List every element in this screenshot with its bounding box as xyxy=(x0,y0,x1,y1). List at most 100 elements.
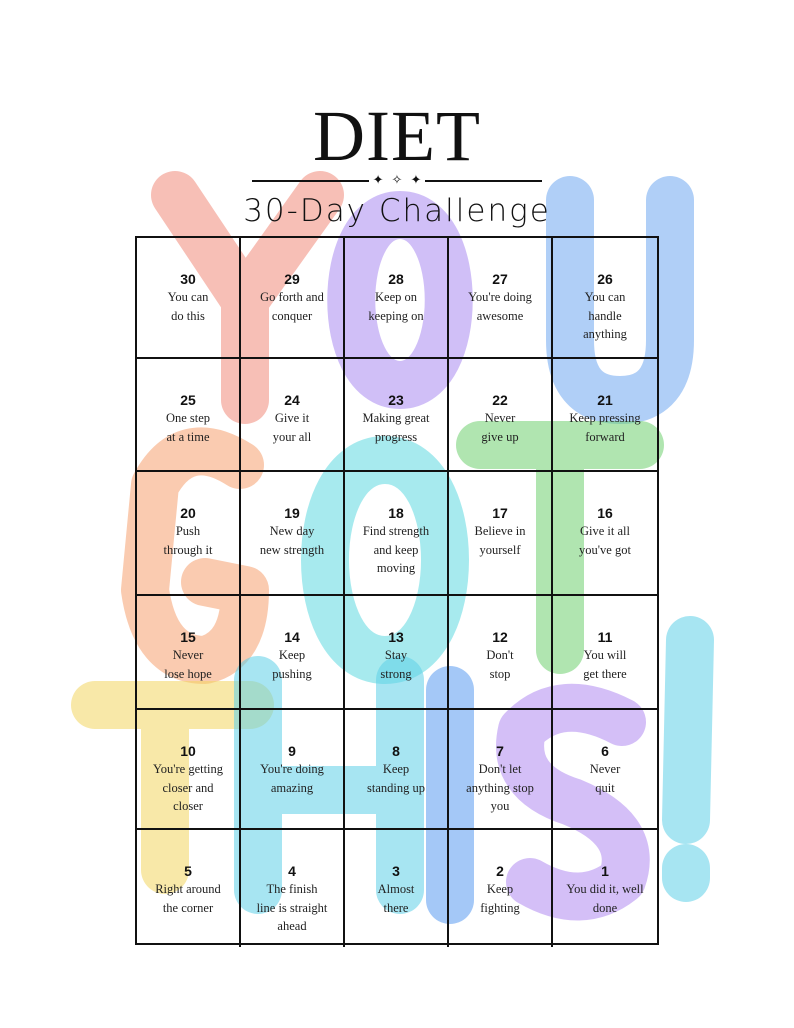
day-message: Keep on keeping on xyxy=(368,290,424,323)
page-title: DIET xyxy=(313,96,481,176)
day-number: 20 xyxy=(180,505,196,521)
day-message: Keep pushing xyxy=(272,648,312,681)
page-subtitle: 30-Day Challenge xyxy=(243,193,551,229)
day-number: 6 xyxy=(601,743,609,759)
day-number: 29 xyxy=(284,271,300,287)
day-cell: 23 Making great progress xyxy=(345,359,449,472)
day-number: 18 xyxy=(388,505,404,521)
day-cell: 17 Believe in yourself xyxy=(449,472,553,596)
day-number: 27 xyxy=(492,271,508,287)
day-cell: 13 Stay strong xyxy=(345,596,449,710)
diamond-icon: ✦ xyxy=(410,173,422,188)
day-number: 4 xyxy=(288,863,296,879)
divider-line xyxy=(252,180,369,182)
day-message: You can handle anything xyxy=(583,290,627,341)
day-message: Right around the corner xyxy=(155,882,221,915)
day-message: Give it your all xyxy=(272,411,312,444)
day-cell: 26 You can handle anything xyxy=(553,238,657,359)
background-letter-exclamation xyxy=(662,616,714,902)
day-cell: 19 New day new strength xyxy=(241,472,345,596)
day-message: You will get there xyxy=(583,648,627,681)
day-message: You can do this xyxy=(167,290,209,323)
day-number: 16 xyxy=(597,505,613,521)
day-message: Push through it xyxy=(163,524,213,557)
day-cell: 2 Keep fighting xyxy=(449,830,553,947)
outline-diamond-icon: ✧ xyxy=(391,173,403,188)
day-cell: 3 Almost there xyxy=(345,830,449,947)
day-message: Believe in yourself xyxy=(474,524,526,557)
challenge-grid: 30 You can do this 29 Go forth and conquer 2… xyxy=(135,236,659,947)
day-cell: 28 Keep on keeping on xyxy=(345,238,449,359)
day-number: 10 xyxy=(180,743,196,759)
day-message: Stay strong xyxy=(380,648,412,681)
day-cell: 21 Keep pressing forward xyxy=(553,359,657,472)
day-number: 3 xyxy=(392,863,400,879)
day-cell: 4 The finish line is straight ahead xyxy=(241,830,345,947)
day-message: Find strength and keep moving xyxy=(362,524,430,575)
day-cell: 29 Go forth and conquer xyxy=(241,238,345,359)
day-number: 19 xyxy=(284,505,300,521)
day-cell: 6 Never quit xyxy=(553,710,657,830)
day-number: 15 xyxy=(180,629,196,645)
day-cell: 5 Right around the corner xyxy=(137,830,241,947)
day-message: The finish line is straight ahead xyxy=(256,882,328,933)
day-number: 11 xyxy=(597,629,613,645)
day-number: 24 xyxy=(284,392,300,408)
day-cell: 18 Find strength and keep moving xyxy=(345,472,449,596)
day-cell: 12 Don't stop xyxy=(449,596,553,710)
day-message: Give it all you've got xyxy=(579,524,631,557)
day-number: 23 xyxy=(388,392,404,408)
day-number: 7 xyxy=(496,743,504,759)
day-number: 22 xyxy=(492,392,508,408)
day-cell: 22 Never give up xyxy=(449,359,553,472)
day-number: 21 xyxy=(597,392,613,408)
day-number: 14 xyxy=(284,629,300,645)
day-message: Never quit xyxy=(589,762,621,795)
day-number: 12 xyxy=(492,629,508,645)
day-number: 5 xyxy=(184,863,192,879)
day-message: You're doing awesome xyxy=(468,290,532,323)
day-cell: 30 You can do this xyxy=(137,238,241,359)
day-message: Keep pressing forward xyxy=(569,411,641,444)
day-message: Making great progress xyxy=(362,411,430,444)
day-message: New day new strength xyxy=(259,524,325,557)
day-message: Go forth and conquer xyxy=(260,290,324,323)
day-cell: 27 You're doing awesome xyxy=(449,238,553,359)
day-number: 28 xyxy=(388,271,404,287)
title-divider: ✦ ✧ ✦ xyxy=(252,173,542,189)
diamond-icon: ✦ xyxy=(372,173,384,188)
day-message: One step at a time xyxy=(165,411,211,444)
day-number: 30 xyxy=(180,271,196,287)
day-cell: 1 You did it, well done xyxy=(553,830,657,947)
day-cell: 11 You will get there xyxy=(553,596,657,710)
day-number: 13 xyxy=(388,629,404,645)
day-number: 9 xyxy=(288,743,296,759)
day-message: You did it, well done xyxy=(566,882,644,915)
day-cell: 24 Give it your all xyxy=(241,359,345,472)
day-cell: 25 One step at a time xyxy=(137,359,241,472)
day-cell: 7 Don't let anything stop you xyxy=(449,710,553,830)
divider-line xyxy=(425,180,542,182)
day-cell: 8 Keep standing up xyxy=(345,710,449,830)
day-message: You're getting closer and closer xyxy=(152,762,224,813)
day-number: 8 xyxy=(392,743,400,759)
day-message: Keep fighting xyxy=(480,882,520,915)
day-message: You're doing amazing xyxy=(260,762,324,795)
day-message: Don't let anything stop you xyxy=(466,762,534,813)
day-message: Don't stop xyxy=(486,648,514,681)
day-number: 26 xyxy=(597,271,613,287)
day-number: 2 xyxy=(496,863,504,879)
day-cell: 9 You're doing amazing xyxy=(241,710,345,830)
day-cell: 15 Never lose hope xyxy=(137,596,241,710)
day-number: 25 xyxy=(180,392,196,408)
day-cell: 10 You're getting closer and closer xyxy=(137,710,241,830)
day-cell: 20 Push through it xyxy=(137,472,241,596)
day-message: Keep standing up xyxy=(367,762,425,795)
day-cell: 14 Keep pushing xyxy=(241,596,345,710)
day-message: Never give up xyxy=(481,411,519,444)
day-number: 17 xyxy=(492,505,508,521)
day-message: Almost there xyxy=(377,882,415,915)
day-number: 1 xyxy=(601,863,609,879)
day-message: Never lose hope xyxy=(164,648,212,681)
day-cell: 16 Give it all you've got xyxy=(553,472,657,596)
